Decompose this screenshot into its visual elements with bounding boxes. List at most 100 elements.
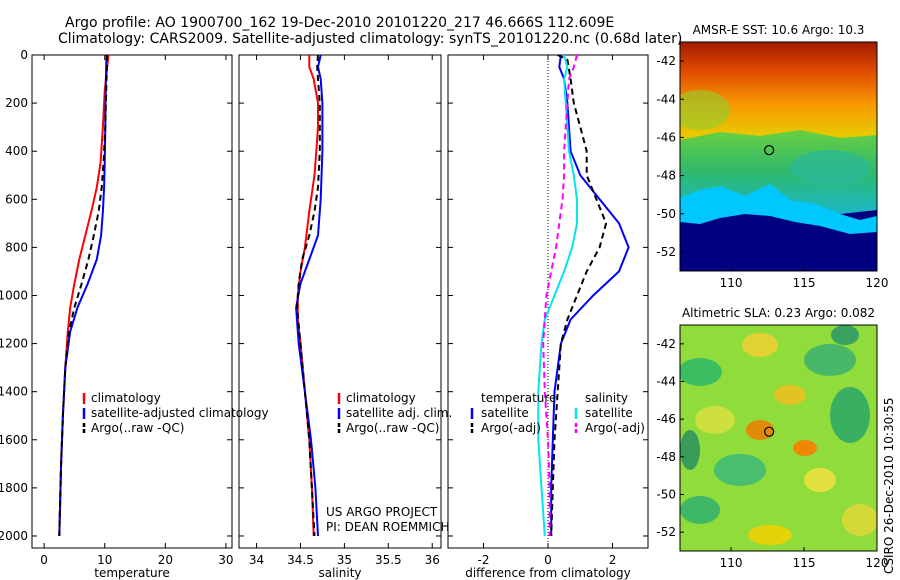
temperature-y-tick-label: 800 <box>5 240 28 254</box>
temperature-profile-plot: 0 10 20 30 0 200 400 600 800 1000 1200 1400 1600 1800… <box>0 48 234 580</box>
sla-anomaly-patch <box>774 385 806 405</box>
temperature-y-tick-label: 1800 <box>0 481 28 495</box>
sla-anomaly-patch <box>793 440 817 456</box>
difference-legend-label: Argo(-adj) <box>481 421 541 435</box>
sla-argo-float-marker <box>764 426 775 437</box>
sla-lat-tick-label: -44 <box>656 375 676 389</box>
temperature-y-tick-label: 400 <box>5 144 28 158</box>
temperature-y-tick-label: 1000 <box>0 288 28 302</box>
difference-legend-label: satellite <box>481 406 529 420</box>
sst-lat-tick-label: -48 <box>656 169 676 183</box>
temperature-y-tick-label: 1400 <box>0 385 28 399</box>
difference-x-tick-label: 0 <box>544 553 552 567</box>
sla-map: Altimetric SLA: 0.23 Argo: 0.082 110 115 12… <box>656 306 888 570</box>
difference-series-3-line <box>542 54 578 536</box>
sla-anomaly-patches <box>680 325 877 545</box>
temperature-axes-frame <box>31 54 233 549</box>
sla-map-frame <box>679 324 878 552</box>
figure-title-line2: Climatology: CARS2009. Satellite-adjuste… <box>58 31 682 47</box>
temperature-x-tick-label: 10 <box>97 553 112 567</box>
sla-anomaly-patch <box>680 496 720 524</box>
sla-lat-tick-label: -50 <box>656 488 676 502</box>
sst-lon-tick-label: 120 <box>866 276 889 290</box>
sla-anomaly-patch <box>804 344 856 376</box>
temperature-y-tick-label: 2000 <box>0 529 28 543</box>
temperature-x-axis-label: temperature <box>94 566 169 580</box>
sla-anomaly-patch <box>742 333 778 357</box>
figure-title-line1: Argo profile: AO 1900700_162 19-Dec-2010… <box>65 15 614 31</box>
difference-series-2-line <box>537 54 578 537</box>
temperature-legend-label: Argo(..raw -QC) <box>91 421 184 435</box>
difference-legend-label: Argo(-adj) <box>585 421 645 435</box>
sst-map-frame <box>679 41 878 272</box>
sla-map-title: Altimetric SLA: 0.23 Argo: 0.082 <box>682 306 875 320</box>
temperature-y-tick-label: 200 <box>5 96 28 110</box>
temperature-y-tick-label: 600 <box>5 192 28 206</box>
sla-anomaly-patch <box>680 358 722 386</box>
salinity-series-2-line <box>295 54 321 537</box>
difference-x-axis-label: difference from climatology <box>465 566 631 580</box>
sla-lat-tick-label: -46 <box>656 412 676 426</box>
sla-lon-tick-label: 120 <box>866 556 889 570</box>
sla-lon-tick-label: 110 <box>720 556 743 570</box>
sla-anomaly-patch <box>830 387 870 443</box>
salinity-x-tick-label: 34 <box>249 553 264 567</box>
salinity-x-tick-label: 36 <box>425 553 440 567</box>
salinity-x-axis-label: salinity <box>318 566 361 580</box>
salinity-series-1-line <box>295 54 324 537</box>
salinity-legend-label: satellite adj. clim. <box>346 406 452 420</box>
sla-anomaly-patch <box>748 525 792 545</box>
salinity-axes-frame <box>238 54 442 549</box>
temperature-x-tick-label: 20 <box>158 553 173 567</box>
sst-cyan-band <box>680 184 877 234</box>
sst-lat-tick-label: -46 <box>656 130 676 144</box>
sst-lat-tick-label: -42 <box>656 54 676 68</box>
sla-anomaly-patch <box>680 430 700 470</box>
sst-lat-tick-label: -44 <box>656 92 676 106</box>
difference-x-tick-label: -2 <box>477 553 489 567</box>
sst-lon-tick-label: 110 <box>720 276 743 290</box>
difference-legend-heading: salinity <box>585 391 628 405</box>
sst-lat-tick-label: -52 <box>656 245 676 259</box>
sst-warm-patch <box>680 90 730 130</box>
difference-legend-heading: temperature <box>481 391 556 405</box>
sla-anomaly-patch <box>714 454 766 486</box>
sst-lon-tick-label: 115 <box>793 276 816 290</box>
temperature-y-tick-label: 0 <box>20 48 28 62</box>
difference-legend-label: satellite <box>585 406 633 420</box>
sla-anomaly-patch <box>842 504 877 536</box>
sst-lat-tick-label: -50 <box>656 207 676 221</box>
temperature-legend-label: satellite-adjusted climatology <box>91 406 269 420</box>
salinity-legend-label: climatology <box>346 391 416 405</box>
salinity-legend-label: Argo(..raw -QC) <box>346 421 439 435</box>
difference-legend: temperaturesatelliteArgo(-adj)salinitysa… <box>470 391 645 435</box>
temperature-y-tick-label: 1600 <box>0 433 28 447</box>
sla-anomaly-patch <box>746 420 774 440</box>
salinity-x-tick-label: 35.5 <box>375 553 402 567</box>
temperature-series-2-line <box>58 54 109 537</box>
salinity-x-tick-label: 34.5 <box>287 553 314 567</box>
salinity-profile-plot: 34 34.5 35 35.5 36 salinity <box>238 54 442 580</box>
credit-project: US ARGO PROJECT <box>326 505 438 519</box>
sla-anomaly-patch <box>695 406 735 434</box>
sla-anomaly-patch <box>831 325 859 345</box>
temperature-legend-label: climatology <box>91 391 161 405</box>
difference-x-tick-label: 2 <box>609 553 617 567</box>
sla-anomaly-patch <box>804 468 836 492</box>
sst-eddy <box>790 150 870 186</box>
credit-pi: PI: DEAN ROEMMICH <box>326 520 449 534</box>
sst-map-title: AMSR-E SST: 10.6 Argo: 10.3 <box>693 23 865 37</box>
difference-series-1-line <box>550 54 608 537</box>
temperature-x-tick-label: 0 <box>40 553 48 567</box>
credit-timestamp: CSIRO 26-Dec-2010 10:30:55 <box>882 397 896 574</box>
temperature-y-tick-label: 1200 <box>0 337 28 351</box>
sla-lat-tick-label: -42 <box>656 337 676 351</box>
sla-lat-tick-label: -48 <box>656 450 676 464</box>
sla-lon-tick-label: 115 <box>793 556 816 570</box>
sst-argo-float-marker <box>764 145 775 156</box>
sla-lat-tick-label: -52 <box>656 525 676 539</box>
